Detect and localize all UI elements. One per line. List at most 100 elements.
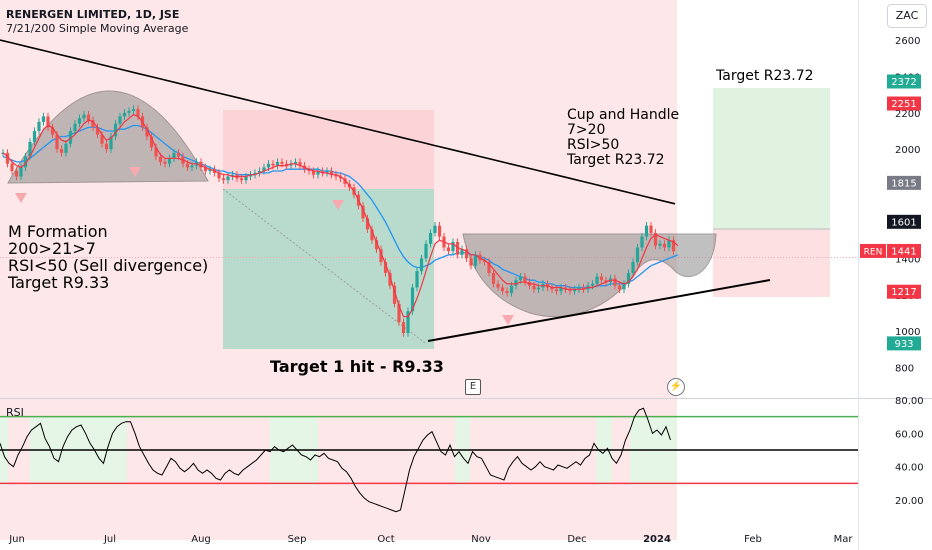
candle-body <box>185 163 190 168</box>
candle-body <box>581 287 586 290</box>
candle-body <box>248 174 253 177</box>
candle-body <box>667 240 671 248</box>
candle-body <box>460 249 464 255</box>
target-zone-2 <box>713 88 830 229</box>
candle-body <box>145 127 149 137</box>
stop-zone-1 <box>223 110 434 189</box>
price-label-1217: 1217 <box>887 284 921 299</box>
price-label-text: 2251 <box>891 99 916 110</box>
candle-body <box>631 262 635 273</box>
candle-body <box>253 172 257 175</box>
sma200-line <box>0 39 676 205</box>
candle-body <box>172 152 176 159</box>
candle-body <box>127 110 131 113</box>
candle-body <box>91 120 95 128</box>
candle-body <box>523 276 527 283</box>
candle-body <box>671 240 676 252</box>
x-tick-label: 2024 <box>643 534 671 545</box>
candle-body <box>478 254 482 261</box>
candle-body <box>595 276 599 284</box>
candle-body <box>68 131 73 144</box>
candle-body <box>329 171 334 175</box>
y-tick-label: 1400 <box>895 254 920 265</box>
candle-body <box>311 171 316 175</box>
x-tick-label: Feb <box>744 534 762 545</box>
candle-body <box>361 205 365 219</box>
x-tick-label: Jul <box>103 534 116 545</box>
price-label-bg <box>887 336 921 351</box>
price-label-bg <box>887 284 921 299</box>
candle-body <box>622 283 626 290</box>
candle-body <box>325 171 329 173</box>
sma200-path <box>0 39 676 205</box>
price-tag-text: REN <box>864 247 883 257</box>
price-label-text: 1217 <box>891 287 916 298</box>
rsi-bullish-zone-4 <box>596 417 612 485</box>
candle-body <box>50 127 55 135</box>
price-tag-bg <box>860 243 886 258</box>
target1-note: Target 1 hit - R9.33 <box>270 357 444 376</box>
price-label-text: 1815 <box>891 178 916 189</box>
candle-body <box>316 171 320 175</box>
candle-body <box>14 171 19 177</box>
rsi-title: RSI <box>6 406 24 419</box>
candle-body <box>653 232 658 246</box>
earnings-icon[interactable]: E <box>465 379 481 395</box>
candle-body <box>257 171 262 173</box>
candle-body <box>55 134 59 150</box>
m-formation-note: M Formation 200>21>7 RSI<50 (Sell diverg… <box>8 223 208 291</box>
x-tick-label: Sep <box>288 534 307 545</box>
candle-body <box>563 287 568 290</box>
candle-body <box>473 254 478 266</box>
m-line-2: 200>21>7 <box>8 239 96 258</box>
candle-body <box>217 172 221 179</box>
candle-body <box>491 272 496 284</box>
x-tick-label: Jun <box>8 534 25 545</box>
candle-body <box>10 163 14 172</box>
candle-body <box>424 243 428 259</box>
x-tick-label: Mar <box>834 534 854 545</box>
stop-zone-2 <box>713 229 830 297</box>
sell-signal-marker-1 <box>129 167 141 177</box>
x-tick-label: Aug <box>191 534 211 545</box>
candle-body <box>176 152 181 157</box>
candle-body <box>320 171 325 173</box>
candle-body <box>307 169 311 172</box>
cup-line-1: Cup and Handle <box>567 107 680 123</box>
sell-signal-marker-3 <box>502 315 514 325</box>
sma7-path <box>2 113 679 318</box>
y-tick-label: 800 <box>895 364 914 375</box>
candle-body <box>419 258 424 272</box>
rsi-bullish-zone-3 <box>455 417 470 485</box>
candle-body <box>298 161 302 166</box>
candle-body <box>158 156 163 162</box>
candle-body <box>118 116 122 124</box>
rsi-tick-label: 60.00 <box>895 429 924 440</box>
candle-body <box>505 291 509 293</box>
candle-body <box>86 114 91 121</box>
candle-body <box>383 262 388 273</box>
dividend-icon[interactable]: ⚡ <box>667 378 685 396</box>
candle-body <box>572 289 577 292</box>
candle-body <box>644 225 649 237</box>
price-label-2251: 2251 <box>887 96 921 111</box>
rsi-bullish-zone-1 <box>30 417 127 485</box>
candle-body <box>19 167 23 177</box>
rsi-bullish-zone-2 <box>270 417 318 485</box>
candle-body <box>289 163 293 166</box>
y-tick-label: 2200 <box>895 109 920 120</box>
candle-body <box>334 174 338 177</box>
candle-body <box>392 285 397 304</box>
candle-body <box>95 127 100 135</box>
sell-signal-marker-2 <box>332 200 344 210</box>
price-label-933: 933 <box>887 336 921 351</box>
support-trendline <box>427 279 771 342</box>
price-label-2372: 2372 <box>887 74 921 89</box>
x-tick-label: Oct <box>377 534 394 545</box>
candle-body <box>415 271 419 288</box>
candle-body <box>203 167 208 172</box>
currency-button[interactable]: ZAC <box>887 4 927 28</box>
candle-body <box>37 121 41 131</box>
x-tick-label: Nov <box>471 534 491 545</box>
